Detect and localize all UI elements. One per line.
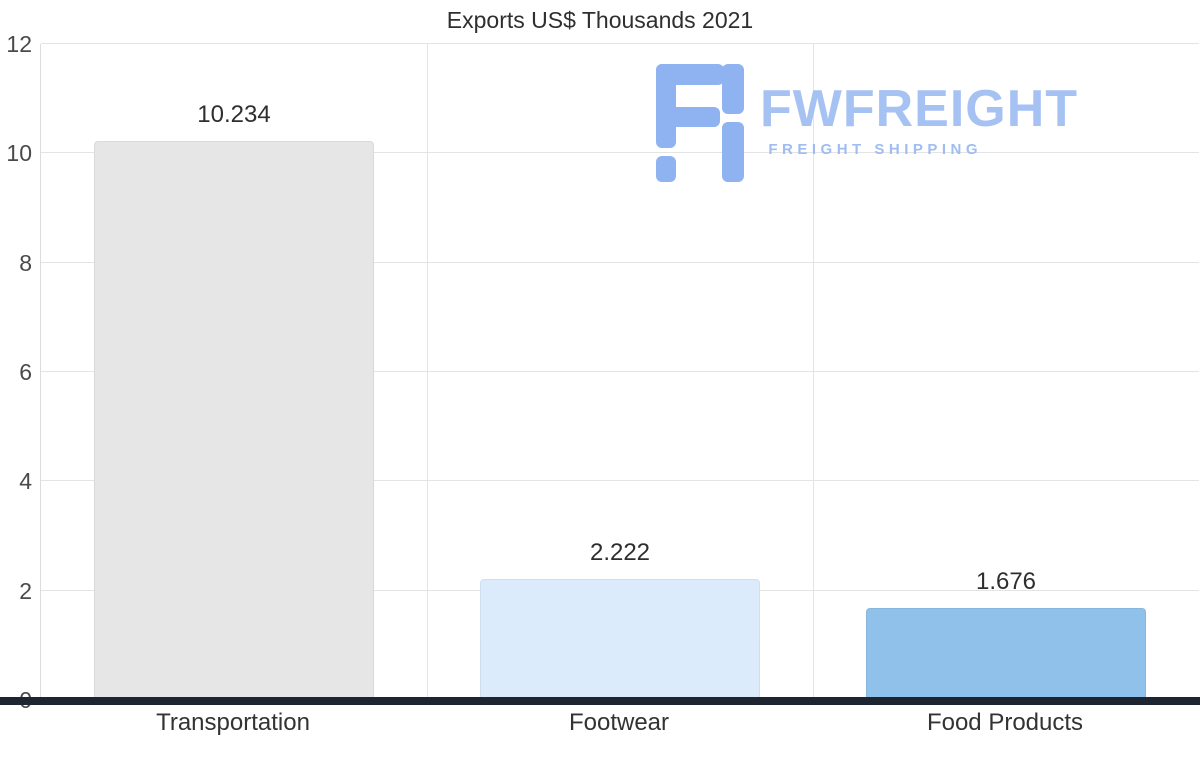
y-axis-tick-label: 4	[19, 468, 32, 495]
y-axis-tick-label: 2	[19, 577, 32, 604]
fwfreight-logo-icon	[656, 64, 744, 182]
y-axis: 024681012	[0, 31, 32, 713]
logo-tagline: FREIGHT SHIPPING	[768, 140, 983, 158]
gridline-horizontal	[41, 480, 1199, 482]
bar-footwear	[480, 578, 760, 700]
gridline-vertical	[427, 44, 428, 700]
gridline-horizontal	[41, 371, 1199, 372]
gridline-horizontal	[41, 261, 1199, 263]
gridline-vertical	[813, 44, 814, 700]
x-axis-category-label: Footwear	[568, 709, 670, 736]
x-axis-category-label: Food Products	[926, 709, 1084, 736]
y-axis-tick-label: 6	[19, 359, 32, 385]
y-axis-tick-label: 10	[6, 140, 32, 167]
bar-value-label: 10.234	[197, 100, 271, 128]
bar-transportation	[94, 140, 374, 700]
x-axis-line	[0, 697, 1200, 705]
fwfreight-watermark: FWFREIGHT FREIGHT SHIPPING	[648, 64, 1078, 182]
y-axis-tick-label: 12	[6, 31, 32, 57]
gridline-horizontal	[41, 152, 1199, 154]
logo-text: FWFREIGHT FREIGHT SHIPPING	[760, 64, 1078, 158]
chart-title: Exports US$ Thousands 2021	[446, 7, 754, 33]
gridline-horizontal	[41, 43, 1199, 44]
x-axis-labels: Transportation Footwear Food Products	[40, 706, 1198, 746]
bar-food-products	[866, 608, 1146, 700]
logo-wordmark: FWFREIGHT	[760, 80, 1079, 138]
bar-value-label: 1.676	[975, 568, 1037, 596]
plot-area: 10.234 2.222 1.676	[40, 43, 1199, 700]
bar-value-label: 2.222	[589, 538, 651, 566]
x-axis-category-label: Transportation	[156, 709, 310, 736]
y-axis-tick-label: 8	[19, 249, 32, 276]
